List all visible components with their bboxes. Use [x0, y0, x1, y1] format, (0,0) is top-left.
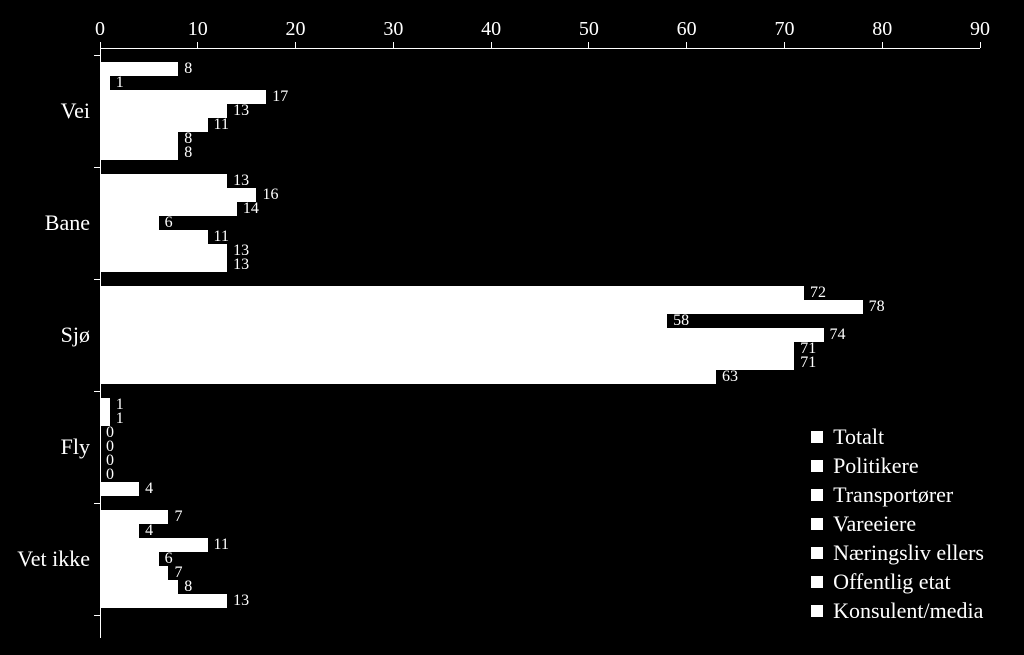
legend-label: Politikere: [833, 453, 919, 479]
category-tick: [94, 279, 100, 280]
category-label: Vei: [61, 98, 100, 124]
bar: [100, 76, 110, 90]
bar: [100, 62, 178, 76]
bar: [100, 244, 227, 258]
x-tick-label: 0: [95, 18, 105, 41]
legend-item: Totalt: [811, 424, 984, 450]
bar-value-label: 71: [800, 354, 816, 372]
bar-value-label: 8: [184, 144, 192, 162]
x-tick-label: 90: [970, 18, 990, 41]
legend-swatch: [811, 431, 823, 443]
legend-label: Transportører: [833, 482, 953, 508]
x-tick-label: 70: [774, 18, 794, 41]
x-tick-label: 50: [579, 18, 599, 41]
bar: [100, 580, 178, 594]
bar-value-label: 16: [262, 186, 278, 204]
x-axis-line: [100, 48, 980, 49]
x-tick-mark: [197, 42, 198, 48]
bar: [100, 594, 227, 608]
legend-swatch: [811, 518, 823, 530]
bar: [100, 342, 794, 356]
legend-swatch: [811, 489, 823, 501]
category-tick: [94, 167, 100, 168]
x-tick-label: 60: [677, 18, 697, 41]
x-tick-mark: [686, 42, 687, 48]
bar: [100, 188, 256, 202]
x-tick-mark: [980, 42, 981, 48]
legend-label: Konsulent/media: [833, 598, 983, 624]
x-tick-label: 30: [383, 18, 403, 41]
bar-value-label: 74: [830, 326, 846, 344]
bar: [100, 538, 208, 552]
legend-item: Transportører: [811, 482, 984, 508]
category-tick: [94, 55, 100, 56]
x-tick-mark: [588, 42, 589, 48]
bar: [100, 524, 139, 538]
bar: [100, 356, 794, 370]
bar: [100, 398, 110, 412]
x-tick-label: 40: [481, 18, 501, 41]
x-tick-mark: [784, 42, 785, 48]
category-tick: [94, 615, 100, 616]
bar-value-label: 8: [184, 60, 192, 78]
x-tick-label: 10: [188, 18, 208, 41]
x-tick-mark: [393, 42, 394, 48]
bar: [100, 370, 716, 384]
legend-swatch: [811, 547, 823, 559]
bar: [100, 482, 139, 496]
bar: [100, 286, 804, 300]
category-label: Sjø: [61, 322, 100, 348]
bar: [100, 132, 178, 146]
x-tick-mark: [882, 42, 883, 48]
bar-value-label: 13: [233, 592, 249, 610]
bar: [100, 174, 227, 188]
legend-label: Vareeiere: [833, 511, 916, 537]
bar-value-label: 63: [722, 368, 738, 386]
bar-value-label: 4: [145, 480, 153, 498]
bar-value-label: 17: [272, 88, 288, 106]
category-tick: [94, 391, 100, 392]
legend-label: Næringsliv ellers: [833, 540, 984, 566]
legend-swatch: [811, 605, 823, 617]
x-tick-mark: [491, 42, 492, 48]
legend-item: Næringsliv ellers: [811, 540, 984, 566]
legend-item: Politikere: [811, 453, 984, 479]
legend-label: Offentlig etat: [833, 569, 951, 595]
legend-swatch: [811, 460, 823, 472]
bar: [100, 314, 667, 328]
legend-item: Vareeiere: [811, 511, 984, 537]
legend-item: Konsulent/media: [811, 598, 984, 624]
category-tick: [94, 503, 100, 504]
bar: [100, 230, 208, 244]
bar: [100, 300, 863, 314]
bar: [100, 104, 227, 118]
bar-value-label: 11: [214, 536, 229, 554]
category-label: Bane: [45, 210, 100, 236]
x-tick-label: 20: [286, 18, 306, 41]
grouped-hbar-chart: 01020304050607080908117131188Vei13161461…: [0, 0, 1024, 655]
bar: [100, 146, 178, 160]
bar: [100, 216, 159, 230]
bar: [100, 328, 824, 342]
x-tick-mark: [295, 42, 296, 48]
category-label: Vet ikke: [17, 546, 100, 572]
x-tick-mark: [100, 42, 101, 48]
bar-value-label: 13: [233, 256, 249, 274]
bar-value-label: 13: [233, 102, 249, 120]
bar: [100, 258, 227, 272]
x-tick-label: 80: [872, 18, 892, 41]
legend: Totalt Politikere Transportører Vareeiere Næ…: [811, 421, 984, 627]
legend-swatch: [811, 576, 823, 588]
bar: [100, 552, 159, 566]
bar-value-label: 11: [214, 116, 229, 134]
bar: [100, 510, 168, 524]
legend-label: Totalt: [833, 424, 884, 450]
category-label: Fly: [61, 434, 100, 460]
bar-value-label: 14: [243, 200, 259, 218]
bar: [100, 566, 168, 580]
bar-value-label: 78: [869, 298, 885, 316]
legend-item: Offentlig etat: [811, 569, 984, 595]
bar-value-label: 1: [116, 410, 124, 428]
bar-value-label: 7: [174, 508, 182, 526]
